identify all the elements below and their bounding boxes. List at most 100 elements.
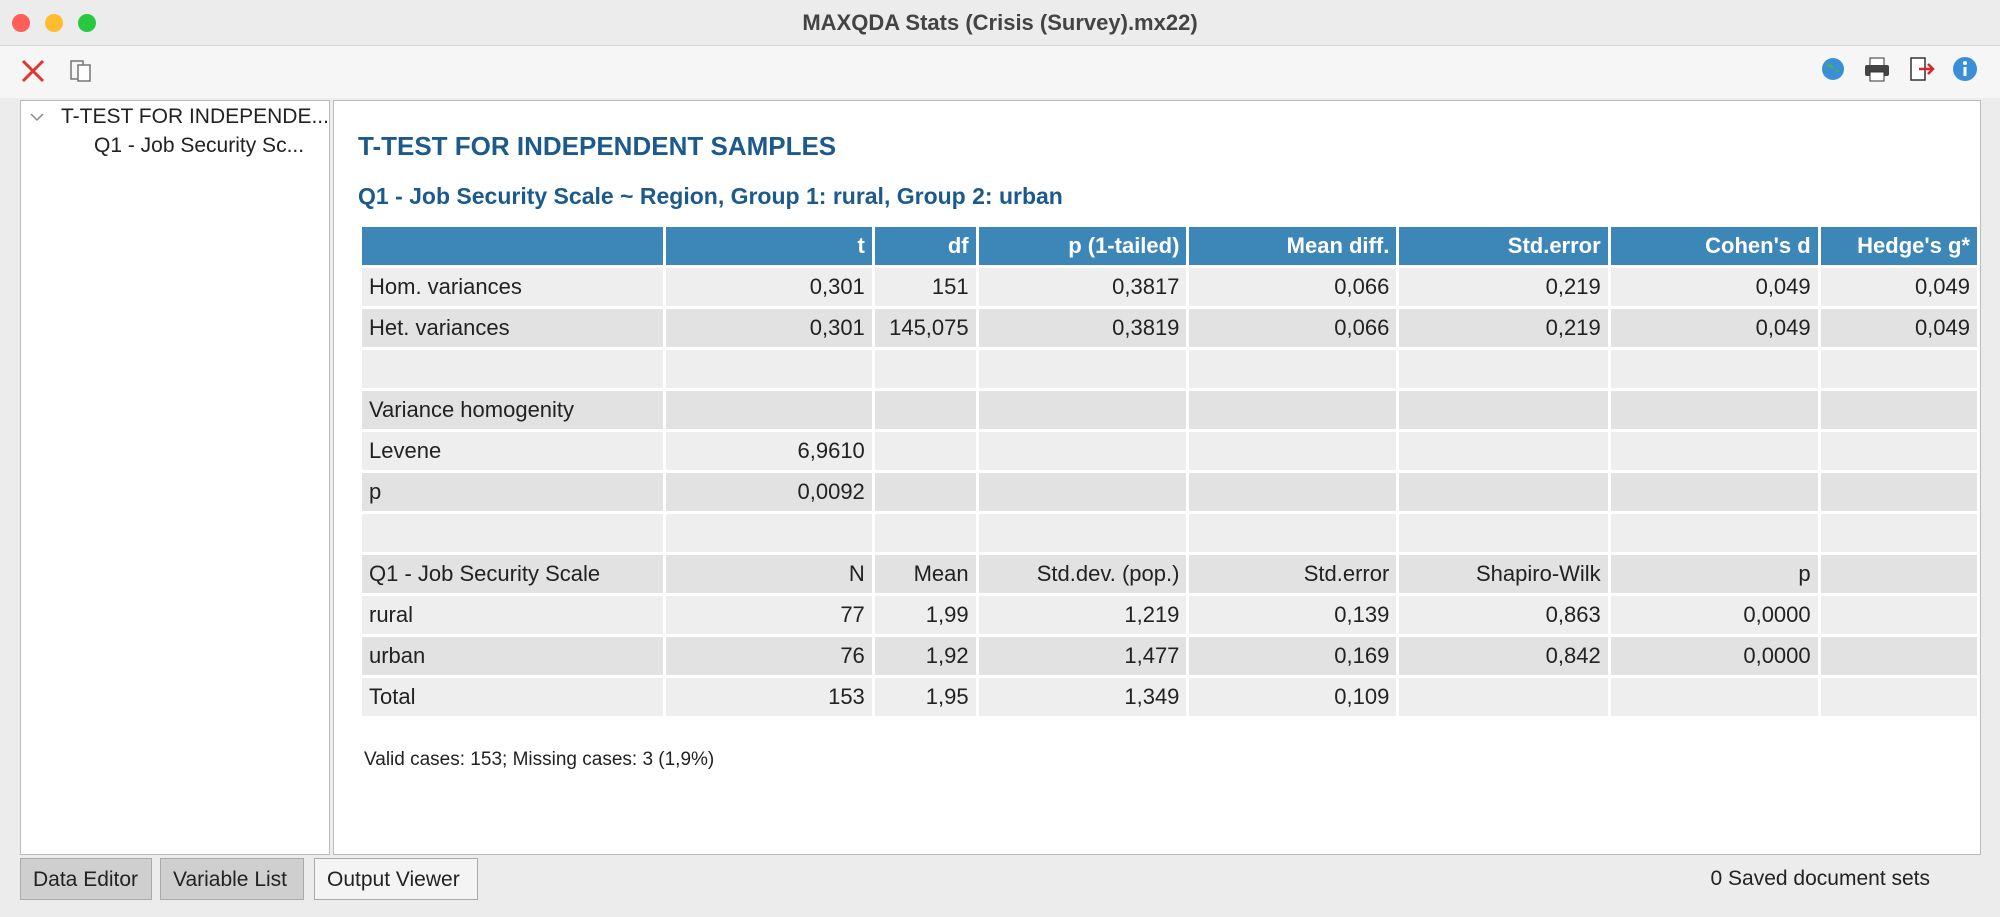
table-cell: 0,139	[1189, 596, 1397, 634]
table-cell: urban	[362, 637, 663, 675]
close-output-icon[interactable]	[20, 58, 46, 84]
table-cell: 0,219	[1399, 268, 1608, 306]
tree-root[interactable]: T-TEST FOR INDEPENDE...	[61, 105, 329, 128]
table-cell	[1189, 432, 1397, 470]
table-cell	[1610, 350, 1818, 388]
table-row: Total 153 1,95 1,349 0,109	[362, 678, 1977, 716]
table-cell: 0,301	[665, 309, 872, 347]
table-cell	[1189, 350, 1397, 388]
table-cell	[874, 473, 976, 511]
table-row: p 0,0092	[362, 473, 1977, 511]
output-panel: T-TEST FOR INDEPENDENT SAMPLES Q1 - Job …	[333, 100, 1981, 855]
table-cell	[1820, 514, 1977, 552]
tab[interactable]: Variable List	[160, 858, 304, 900]
table-cell: 0,301	[665, 268, 872, 306]
table-row: rural 77 1,99 1,219 0,139 0,863 0,0000	[362, 596, 1977, 634]
tab[interactable]: Output Viewer	[314, 858, 478, 900]
table-cell	[1610, 473, 1818, 511]
export-icon[interactable]	[1906, 54, 1936, 84]
tab[interactable]: Data Editor	[20, 858, 152, 900]
table-cell	[362, 227, 663, 265]
web-icon[interactable]	[1818, 54, 1848, 84]
table-row	[362, 350, 1977, 388]
table-cell	[1399, 678, 1608, 716]
table-row: Levene 6,9610	[362, 432, 1977, 470]
table-cell: Cohen's d	[1610, 227, 1818, 265]
print-icon[interactable]	[1862, 54, 1892, 84]
table-cell: 1,219	[978, 596, 1187, 634]
table-cell	[1399, 432, 1608, 470]
table-cell: 0,863	[1399, 596, 1608, 634]
table-cell: 0,0092	[665, 473, 872, 511]
table-cell	[1820, 678, 1977, 716]
table-cell	[978, 473, 1187, 511]
table-cell	[1820, 637, 1977, 675]
table-cell: p (1-tailed)	[978, 227, 1187, 265]
table-cell: 0,066	[1189, 268, 1397, 306]
table-cell: N	[665, 555, 872, 593]
table-cell	[1189, 391, 1397, 429]
minimize-button[interactable]	[45, 14, 63, 32]
table-cell	[362, 514, 663, 552]
close-button[interactable]	[12, 14, 30, 32]
info-icon[interactable]	[1950, 54, 1980, 84]
table-cell: 0,3819	[978, 309, 1187, 347]
table-cell: Shapiro-Wilk	[1399, 555, 1608, 593]
table-cell: 0,842	[1399, 637, 1608, 675]
table-cell: Total	[362, 678, 663, 716]
table-cell: 153	[665, 678, 872, 716]
table-cell: 6,9610	[665, 432, 872, 470]
table-cell: 0,0000	[1610, 637, 1818, 675]
table-cell: 77	[665, 596, 872, 634]
table-cell: Std.error	[1399, 227, 1608, 265]
table-cell: 0,049	[1820, 309, 1977, 347]
table-cell	[1610, 391, 1818, 429]
table-cell	[1399, 473, 1608, 511]
table-cell	[1399, 514, 1608, 552]
table-cell: 1,95	[874, 678, 976, 716]
table-cell: 1,99	[874, 596, 976, 634]
table-cell	[874, 514, 976, 552]
copy-icon[interactable]	[68, 58, 94, 84]
tree-toggle[interactable]	[29, 109, 45, 125]
navigator-panel: T-TEST FOR INDEPENDE... Q1 - Job Securit…	[20, 100, 330, 855]
table-cell: Hom. variances	[362, 268, 663, 306]
tree-item[interactable]: Q1 - Job Security Sc...	[94, 134, 305, 157]
zoom-button[interactable]	[78, 14, 96, 32]
table-cell: 0,049	[1610, 309, 1818, 347]
footnote: Valid cases: 153; Missing cases: 3 (1,9%…	[364, 749, 715, 770]
table-cell	[1820, 432, 1977, 470]
table-cell	[362, 350, 663, 388]
table-cell: 0,3817	[978, 268, 1187, 306]
title-bar: MAXQDA Stats (Crisis (Survey).mx22)	[0, 0, 2000, 46]
table-cell: 1,477	[978, 637, 1187, 675]
table-cell	[978, 350, 1187, 388]
table-cell	[1820, 596, 1977, 634]
toolbar	[0, 46, 2000, 98]
table-cell: p	[362, 473, 663, 511]
table-cell	[1820, 391, 1977, 429]
table-cell	[1820, 555, 1977, 593]
table-cell: 0,169	[1189, 637, 1397, 675]
table-cell	[665, 391, 872, 429]
table-row: Hom. variances 0,301 151 0,3817 0,066 0,219 0,…	[362, 268, 1977, 306]
table-cell	[1610, 432, 1818, 470]
table-cell: 1,349	[978, 678, 1187, 716]
table-cell	[978, 514, 1187, 552]
table-cell: 0,049	[1610, 268, 1818, 306]
table-cell: Hedge's g*	[1820, 227, 1977, 265]
table-row: Variance homogenity	[362, 391, 1977, 429]
results-table: t df p (1-tailed) Mean diff. Std.error Cohen'…	[359, 224, 1980, 719]
output-subheading: Q1 - Job Security Scale ~ Region, Group …	[358, 183, 1063, 209]
table-cell: t	[665, 227, 872, 265]
table-cell	[665, 350, 872, 388]
table-cell: Std.dev. (pop.)	[978, 555, 1187, 593]
table-cell	[1399, 350, 1608, 388]
table-row: urban 76 1,92 1,477 0,169 0,842 0,0000	[362, 637, 1977, 675]
table-cell: Std.error	[1189, 555, 1397, 593]
table-cell: Levene	[362, 432, 663, 470]
window-title: MAXQDA Stats (Crisis (Survey).mx22)	[802, 10, 1198, 35]
table-cell: p	[1610, 555, 1818, 593]
table-cell	[978, 432, 1187, 470]
